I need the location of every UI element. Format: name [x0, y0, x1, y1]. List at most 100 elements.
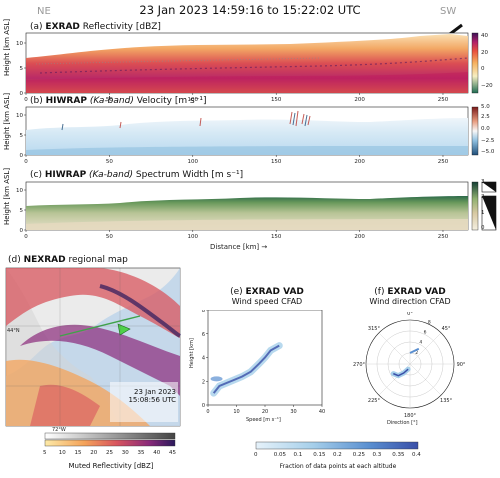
f-angle-label: 0°: [407, 312, 413, 317]
colorbar-tick-label: 30: [121, 450, 129, 456]
f-angle-label: 315°: [368, 326, 381, 332]
x-tick-label: 50: [106, 97, 113, 103]
y-tick-label: 10: [16, 41, 23, 47]
colorbar-tick-label: 0.2: [333, 452, 342, 458]
panel-e-xlabel: Speed [m s⁻¹]: [246, 417, 281, 423]
figure-title: 23 Jan 2023 14:59:16 to 15:22:02 UTC: [139, 3, 361, 17]
x-tick-label: 200: [354, 159, 365, 165]
x-tick-label: 100: [188, 234, 199, 240]
y-tick-label: 0: [20, 91, 24, 97]
e-x-tick: 0: [206, 409, 209, 415]
y-tick-label: 10: [16, 113, 23, 119]
f-r-tick: 2: [415, 350, 418, 356]
panel-a-colorbar: [471, 32, 479, 94]
x-tick-label: 0: [24, 159, 28, 165]
panel-c-title: (c) HIWRAP (Ka-band) Spectrum Width [m s…: [30, 170, 244, 180]
x-tick-label: 50: [106, 159, 113, 165]
panel-d-cb-ticks: 5 10 15 20 25 30 35 40 45: [43, 450, 178, 458]
x-tick-label: 0: [24, 97, 28, 103]
colorbar-tick-label: 25: [106, 450, 113, 456]
cfad-cb-ticks: 0 0.05 0.1 0.15 0.2 0.25 0.3 0.35 0.4: [254, 452, 421, 460]
f-angle-label: 180°: [404, 413, 417, 419]
cfad-colorbar: [255, 441, 419, 450]
colorbar-tick-label: 10: [58, 450, 66, 456]
panel-a-cb-tick: 40: [481, 33, 488, 39]
e-y-tick: 0: [202, 403, 205, 409]
f-cfad-ridge: [393, 368, 409, 377]
panel-d-title: (d) NEXRAD regional map: [8, 255, 128, 265]
panel-e-plot: 0 10 20 30 40 0 2 4 6 8: [202, 310, 325, 415]
colorbar-tick-label: 0.25: [352, 452, 365, 458]
panel-f-xlabel: Direction [°]: [387, 420, 418, 426]
f-angle-label: 225°: [368, 398, 381, 404]
x-tick-label: 0: [24, 234, 28, 240]
x-tick-label: 150: [271, 97, 282, 103]
colorbar-tick-label: 35: [137, 450, 145, 456]
map-latitude-label: 44°N: [7, 328, 20, 334]
map-date: 23 Jan 2023: [134, 388, 176, 396]
colorbar-tick-label: 0.4: [412, 452, 421, 458]
f-angle-label: 135°: [440, 398, 453, 404]
x-tick-label: 150: [271, 159, 282, 165]
colorbar-tick-label: 45: [169, 450, 176, 456]
panel-b-cb-tick: 2.5: [481, 114, 490, 120]
panel-f-subtitle: Wind direction CFAD: [369, 297, 451, 306]
panel-f-title: (f) EXRAD VAD Wind direction CFAD: [355, 287, 465, 306]
f-r-tick: 6: [424, 330, 427, 336]
colorbar-tick-label: 20: [90, 450, 98, 456]
f-angle-label: 45°: [442, 326, 451, 332]
x-tick-label: 50: [106, 234, 113, 240]
f-angle-label: 90°: [457, 362, 466, 368]
e-cfad-blob: [210, 376, 223, 382]
panel-c-xlabel: Distance [km] →: [210, 243, 268, 251]
y-tick-label: 5: [20, 66, 24, 72]
panel-b-title: (b) HIWRAP (Ka-band) Velocity [m s⁻¹]: [30, 96, 207, 106]
y-tick-label: 10: [16, 188, 23, 194]
x-tick-label: 250: [438, 159, 449, 165]
e-y-tick: 6: [202, 332, 205, 338]
panel-c-ylabel: Height [km ASL]: [3, 167, 11, 225]
x-tick-label: 200: [354, 234, 365, 240]
e-x-tick: 10: [233, 409, 239, 415]
panel-e-title: (e) EXRAD VAD Wind speed CFAD: [212, 287, 322, 306]
x-tick-label: 150: [271, 234, 282, 240]
colorbar-tick-label: 0.35: [392, 452, 405, 458]
f-cfad-ridge-upper: [409, 347, 420, 354]
e-y-tick: 2: [202, 379, 205, 385]
f-r-tick: 4: [419, 340, 422, 346]
panel-a-title: (a) EXRAD Reflectivity [dBZ]: [30, 22, 161, 32]
panel-d-cb-label: Muted Reflectivity [dBZ]: [68, 462, 154, 470]
panel-c-cb-tick: 1: [481, 210, 485, 216]
panel-b-colorbar: [471, 106, 479, 156]
panel-d-map: [5, 267, 181, 427]
panel-b-cb-tick: −2.5: [481, 138, 495, 144]
cfad-cb-label: Fraction of data points at each altitude: [279, 463, 397, 470]
e-x-tick: 30: [290, 409, 296, 415]
panel-a-cb-tick: −20: [481, 83, 493, 89]
panel-e-ylabel: Height [km]: [189, 338, 195, 368]
x-tick-label: 250: [438, 234, 449, 240]
y-tick-label: 0: [20, 153, 24, 159]
map-time: 15:08:56 UTC: [128, 396, 176, 404]
panel-b-velocity-field: [26, 118, 468, 155]
panel-b-cb-tick: 5.0: [481, 104, 490, 110]
panel-e-subtitle: Wind speed CFAD: [231, 297, 303, 306]
panel-c-cb-tick: 0: [481, 225, 485, 231]
panel-b-ylabel: Height [km ASL]: [3, 92, 11, 150]
f-r-tick: 8: [428, 319, 431, 325]
colorbar-tick-label: 0.1: [293, 452, 303, 458]
map-longitude-label: 72°W: [52, 427, 66, 433]
colorbar-tick-label: 15: [74, 450, 82, 456]
y-tick-label: 5: [20, 208, 24, 214]
panel-c-cb-tick: 2: [481, 194, 485, 200]
direction-label-ne: NE: [37, 6, 51, 17]
x-tick-label: 250: [438, 97, 449, 103]
panel-d-colorbar: [44, 432, 176, 447]
e-x-tick: 20: [262, 409, 268, 415]
f-angle-label: 270°: [353, 362, 366, 368]
panel-a-reflectivity-field: [26, 34, 468, 93]
panel-a-cb-tick: 20: [481, 50, 488, 56]
colorbar-tick-label: 5: [43, 450, 47, 456]
